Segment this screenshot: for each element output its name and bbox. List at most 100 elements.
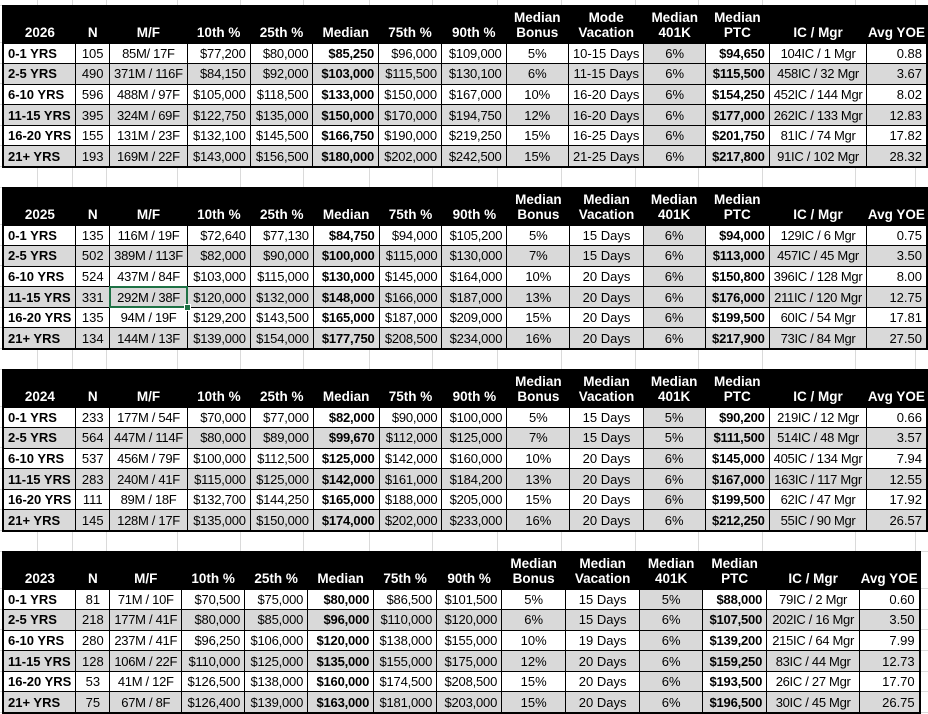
col-header-vacation[interactable]: Mode Vacation	[568, 6, 644, 43]
col-header-median[interactable]: Median	[312, 6, 379, 43]
cell-2024-r4-yoe[interactable]: 17.92	[866, 488, 928, 511]
cell-2025-r2-vacation[interactable]: 20 Days	[569, 265, 644, 288]
cell-2024-r5-median[interactable]: $174,000	[312, 509, 380, 532]
col-header-yoe[interactable]: Avg YOE	[866, 188, 927, 225]
col-header-p90[interactable]: 90th %	[441, 188, 507, 225]
cell-2023-r2-bonus[interactable]: 10%	[501, 629, 567, 652]
cell-2026-r1-icmgr[interactable]: 458IC / 32 Mgr	[768, 63, 868, 85]
cell-2024-r1-icmgr[interactable]: 514IC / 48 Mgr	[768, 427, 868, 449]
cell-2025-r2-p90[interactable]: $164,000	[441, 265, 508, 288]
col-header-mf[interactable]: M/F	[109, 188, 188, 225]
cell-2024-r2-p25[interactable]: $112,500	[249, 447, 314, 470]
cell-2025-r1-ptc[interactable]: $113,000	[704, 245, 770, 267]
cell-2024-r5-p10[interactable]: $135,000	[186, 509, 251, 532]
cell-2024-r0-p90[interactable]: $100,000	[441, 406, 508, 429]
cell-2024-r0-bonus[interactable]: 5%	[506, 406, 571, 429]
cell-2024-r3-vacation[interactable]: 20 Days	[569, 468, 644, 490]
col-header-p75[interactable]: 75th %	[373, 552, 437, 589]
cell-2024-r2-p10[interactable]: $100,000	[186, 447, 251, 470]
cell-2025-r5-p90[interactable]: $234,000	[441, 327, 508, 350]
cell-2025-r3-yoe[interactable]: 12.75	[866, 286, 928, 308]
cell-2024-r0-p75[interactable]: $90,000	[378, 406, 443, 429]
cell-2024-r4-bonus[interactable]: 15%	[506, 488, 571, 511]
cell-2026-r0-p10[interactable]: $77,200	[186, 42, 251, 65]
col-header-yoe[interactable]: Avg YOE	[859, 552, 920, 589]
cell-2026-r2-p25[interactable]: $118,500	[249, 83, 314, 106]
cell-2024-r3-ptc[interactable]: $167,000	[704, 468, 770, 490]
col-header-n[interactable]: N	[75, 370, 110, 407]
cell-2025-r1-vacation[interactable]: 15 Days	[569, 245, 644, 267]
cell-2025-r0-mf[interactable]: 116M / 19F	[109, 224, 188, 247]
col-header-vacation[interactable]: Median Vacation	[569, 370, 644, 407]
cell-2023-r3-p75[interactable]: $155,000	[373, 650, 438, 672]
cell-2024-r2-ptc[interactable]: $145,000	[704, 447, 770, 470]
cell-2024-r2-bonus[interactable]: 10%	[506, 447, 571, 470]
cell-2023-r0-vacation[interactable]: 15 Days	[565, 588, 641, 611]
cell-2023-r0-n[interactable]: 81	[75, 588, 111, 611]
cell-2024-r5-n[interactable]: 145	[75, 509, 111, 532]
col-header-icmgr[interactable]: IC / Mgr	[769, 188, 867, 225]
cell-2026-r1-mf[interactable]: 371M / 116F	[109, 63, 188, 85]
cell-2023-r3-label[interactable]: 11-15 YRS	[2, 650, 77, 672]
cell-2026-r5-p25[interactable]: $156,500	[249, 145, 314, 168]
cell-2025-r5-icmgr[interactable]: 73IC / 84 Mgr	[768, 327, 868, 350]
cell-2023-r2-mf[interactable]: 237M / 41F	[109, 629, 183, 652]
cell-2024-r4-label[interactable]: 16-20 YRS	[2, 488, 77, 511]
cell-2026-r2-icmgr[interactable]: 452IC / 144 Mgr	[768, 83, 868, 106]
col-header-vacation[interactable]: Median Vacation	[569, 188, 644, 225]
cell-2026-r4-median[interactable]: $166,750	[312, 124, 380, 147]
cell-2026-r4-k401[interactable]: 6%	[643, 124, 706, 147]
col-header-p10[interactable]: 10th %	[181, 552, 245, 589]
col-header-k401[interactable]: Median 401K	[643, 370, 706, 407]
cell-2024-r3-p25[interactable]: $125,000	[249, 468, 314, 490]
cell-2026-r5-p90[interactable]: $242,500	[440, 145, 507, 168]
cell-2023-r0-ptc[interactable]: $88,000	[702, 588, 768, 611]
cell-2026-r5-label[interactable]: 21+ YRS	[2, 145, 77, 168]
cell-2024-r2-n[interactable]: 537	[75, 447, 111, 470]
cell-2023-r5-yoe[interactable]: 26.75	[859, 691, 921, 714]
col-header-p25[interactable]: 25th %	[250, 370, 314, 407]
cell-2023-r5-mf[interactable]: 67M / 8F	[109, 691, 183, 714]
cell-2024-r5-p90[interactable]: $233,000	[441, 509, 508, 532]
cell-2023-r4-k401[interactable]: 6%	[639, 670, 704, 693]
col-header-p75[interactable]: 75th %	[378, 6, 442, 43]
cell-2023-r2-vacation[interactable]: 19 Days	[565, 629, 641, 652]
cell-2025-r3-n[interactable]: 331	[75, 286, 111, 308]
cell-2023-r3-icmgr[interactable]: 83IC / 44 Mgr	[766, 650, 861, 672]
col-header-ptc[interactable]: Median PTC	[705, 188, 770, 225]
cell-2026-r2-p75[interactable]: $150,000	[378, 83, 442, 106]
cell-2026-r5-p75[interactable]: $202,000	[378, 145, 442, 168]
col-header-p90[interactable]: 90th %	[441, 6, 507, 43]
cell-2025-r5-yoe[interactable]: 27.50	[866, 327, 928, 350]
col-header-median[interactable]: Median	[313, 188, 380, 225]
selected-cell[interactable]: 292M / 38F	[108, 285, 192, 311]
cell-2025-r5-k401[interactable]: 6%	[642, 327, 706, 350]
cell-2023-r3-mf[interactable]: 106M / 22F	[109, 650, 183, 672]
cell-2026-r5-median[interactable]: $180,000	[312, 145, 380, 168]
cell-2026-r3-k401[interactable]: 6%	[643, 104, 706, 126]
cell-2024-r5-vacation[interactable]: 20 Days	[569, 509, 644, 532]
cell-2025-r4-vacation[interactable]: 20 Days	[569, 306, 644, 329]
col-header-p25[interactable]: 25th %	[244, 552, 308, 589]
col-header-n[interactable]: N	[75, 6, 110, 43]
cell-2023-r1-p75[interactable]: $110,000	[373, 609, 438, 631]
cell-2024-r0-vacation[interactable]: 15 Days	[569, 406, 644, 429]
cell-2025-r3-vacation[interactable]: 20 Days	[569, 286, 644, 308]
cell-2023-r2-label[interactable]: 6-10 YRS	[2, 629, 77, 652]
cell-2026-r1-ptc[interactable]: $115,500	[704, 63, 770, 85]
cell-2023-r3-p10[interactable]: $110,000	[181, 650, 246, 672]
cell-2026-r3-n[interactable]: 395	[75, 104, 111, 126]
cell-2024-r3-n[interactable]: 283	[75, 468, 111, 490]
year-header-2026[interactable]: 2026	[3, 6, 76, 43]
cell-2025-r1-p90[interactable]: $130,000	[441, 245, 508, 267]
cell-2025-r5-label[interactable]: 21+ YRS	[2, 327, 77, 350]
cell-2026-r2-k401[interactable]: 6%	[643, 83, 706, 106]
cell-2025-r3-p75[interactable]: $166,000	[378, 286, 443, 308]
cell-2026-r4-p10[interactable]: $132,100	[186, 124, 251, 147]
cell-2024-r2-vacation[interactable]: 20 Days	[569, 447, 644, 470]
cell-2026-r2-label[interactable]: 6-10 YRS	[2, 83, 77, 106]
cell-2024-r1-median[interactable]: $99,670	[312, 427, 380, 449]
cell-2026-r4-vacation[interactable]: 16-25 Days	[567, 124, 645, 147]
cell-2025-r2-p10[interactable]: $103,000	[186, 265, 251, 288]
col-header-k401[interactable]: Median 401K	[639, 552, 703, 589]
